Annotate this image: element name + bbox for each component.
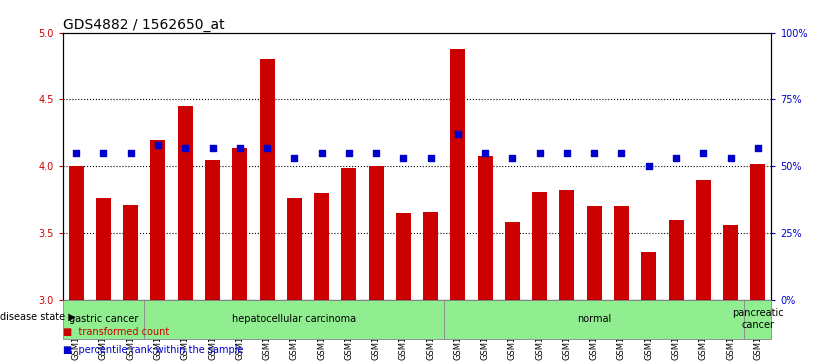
Point <box>151 142 164 148</box>
Point <box>234 145 247 151</box>
Point <box>97 150 110 156</box>
Point <box>424 155 437 161</box>
Point <box>696 150 710 156</box>
Bar <box>751 164 766 300</box>
Text: ■  transformed count: ■ transformed count <box>63 327 168 337</box>
Point <box>288 155 301 161</box>
Point <box>124 150 138 156</box>
Bar <box>233 148 247 300</box>
Bar <box>478 156 493 300</box>
Point <box>615 150 628 156</box>
Bar <box>560 190 575 300</box>
Bar <box>723 225 738 300</box>
Point <box>560 150 574 156</box>
Point <box>451 131 465 137</box>
Point <box>369 150 383 156</box>
Bar <box>423 212 438 300</box>
Point <box>178 145 192 151</box>
Bar <box>178 106 193 300</box>
Point <box>587 150 600 156</box>
Bar <box>445 300 744 339</box>
Bar <box>505 223 520 300</box>
Text: normal: normal <box>577 314 611 324</box>
Bar <box>96 199 111 300</box>
Point <box>670 155 683 161</box>
Point <box>206 145 219 151</box>
Bar <box>144 300 445 339</box>
Point <box>69 150 83 156</box>
Bar <box>259 60 274 300</box>
Text: GDS4882 / 1562650_at: GDS4882 / 1562650_at <box>63 18 224 32</box>
Text: hepatocellular carcinoma: hepatocellular carcinoma <box>232 314 356 324</box>
Bar <box>450 49 465 300</box>
Bar <box>532 192 547 300</box>
Point <box>397 155 410 161</box>
Bar <box>123 205 138 300</box>
Point <box>479 150 492 156</box>
Text: pancreatic
cancer: pancreatic cancer <box>732 308 784 330</box>
Bar <box>396 213 411 300</box>
Text: disease state ▶: disease state ▶ <box>0 311 76 322</box>
Bar <box>369 166 384 300</box>
Bar <box>614 207 629 300</box>
Point <box>260 145 274 151</box>
Text: gastric cancer: gastric cancer <box>68 314 138 324</box>
Point <box>533 150 546 156</box>
Bar <box>696 180 711 300</box>
Point <box>315 150 329 156</box>
Bar <box>68 166 83 300</box>
Bar <box>150 140 165 300</box>
Point <box>642 163 656 169</box>
Bar <box>63 300 144 339</box>
Bar <box>669 220 684 300</box>
Bar <box>341 168 356 300</box>
Text: ■  percentile rank within the sample: ■ percentile rank within the sample <box>63 345 243 355</box>
Bar <box>287 199 302 300</box>
Bar <box>744 300 771 339</box>
Point <box>505 155 519 161</box>
Bar <box>587 207 601 300</box>
Bar <box>314 193 329 300</box>
Point <box>342 150 355 156</box>
Point <box>751 145 765 151</box>
Point <box>724 155 737 161</box>
Bar <box>205 160 220 300</box>
Bar <box>641 252 656 300</box>
